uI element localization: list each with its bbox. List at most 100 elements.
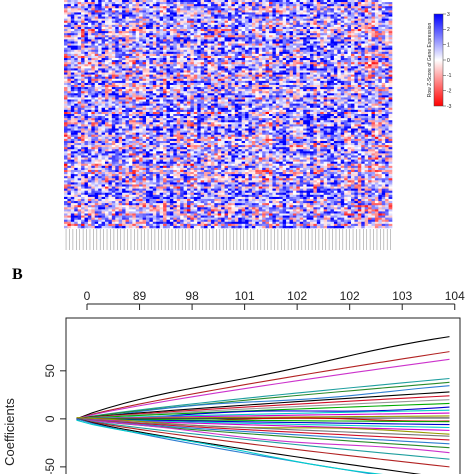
heatmap-cell bbox=[173, 45, 178, 48]
heatmap-cell bbox=[197, 78, 201, 82]
heatmap-cell bbox=[118, 6, 123, 9]
heatmap-cell bbox=[381, 68, 386, 71]
heatmap-cell bbox=[234, 93, 239, 96]
heatmap-cell bbox=[306, 60, 311, 63]
heatmap-cell bbox=[378, 16, 383, 19]
heatmap-cell bbox=[251, 41, 256, 44]
heatmap-cell bbox=[217, 99, 222, 102]
heatmap-cell bbox=[84, 84, 89, 88]
heatmap-cell bbox=[286, 24, 290, 28]
heatmap-cell bbox=[156, 97, 160, 100]
heatmap-cell bbox=[108, 101, 113, 104]
heatmap-cell bbox=[320, 97, 324, 100]
heatmap-cell bbox=[108, 62, 113, 65]
heatmap-cell bbox=[152, 66, 157, 69]
heatmap-cell bbox=[210, 20, 215, 24]
heatmap-cell bbox=[105, 76, 109, 80]
heatmap-cell bbox=[272, 10, 277, 13]
heatmap-cell bbox=[303, 64, 307, 67]
heatmap-cell bbox=[269, 66, 273, 69]
heatmap-cell bbox=[361, 55, 365, 59]
heatmap-cell bbox=[289, 12, 294, 15]
heatmap-cell bbox=[146, 93, 150, 96]
heatmap-cell bbox=[118, 35, 123, 38]
heatmap-cell bbox=[316, 51, 321, 55]
heatmap-cell bbox=[156, 105, 160, 109]
heatmap-cell bbox=[128, 41, 133, 44]
heatmap-cell bbox=[248, 33, 253, 36]
heatmap-cell bbox=[183, 53, 188, 57]
heatmap-cell bbox=[258, 41, 263, 44]
heatmap-cell bbox=[292, 49, 297, 53]
heatmap-cell bbox=[146, 95, 150, 98]
heatmap-cell bbox=[374, 60, 379, 63]
heatmap-cell bbox=[200, 80, 205, 84]
heatmap-cell bbox=[378, 82, 383, 86]
heatmap-cell bbox=[132, 31, 137, 34]
heatmap-cell bbox=[258, 0, 263, 3]
heatmap-cell bbox=[224, 10, 229, 13]
heatmap-cell bbox=[183, 12, 188, 15]
heatmap-cell bbox=[228, 60, 232, 63]
heatmap-cell bbox=[248, 62, 253, 65]
heatmap-cell bbox=[142, 68, 147, 71]
heatmap-cell bbox=[316, 91, 321, 94]
heatmap-cell bbox=[238, 37, 242, 40]
heatmap-cell bbox=[77, 84, 82, 88]
heatmap-cell bbox=[330, 49, 335, 53]
heatmap-cell bbox=[169, 0, 174, 3]
heatmap-cell bbox=[84, 58, 89, 61]
heatmap-cell bbox=[156, 89, 160, 92]
heatmap-cell bbox=[234, 39, 239, 42]
heatmap-cell bbox=[378, 66, 383, 69]
heatmap-cell bbox=[323, 14, 328, 17]
heatmap-cell bbox=[108, 39, 113, 42]
heatmap-cell bbox=[234, 41, 239, 44]
heatmap-cell bbox=[193, 49, 198, 53]
heatmap-cell bbox=[210, 97, 215, 100]
heatmap-cell bbox=[74, 45, 78, 48]
heatmap-cell bbox=[98, 0, 102, 3]
heatmap-cell bbox=[330, 51, 335, 55]
heatmap-cell bbox=[64, 80, 68, 84]
heatmap-cell bbox=[286, 80, 290, 84]
heatmap-cell bbox=[187, 51, 191, 55]
heatmap-cell bbox=[156, 41, 160, 44]
heatmap-cell bbox=[238, 18, 242, 22]
heatmap-cell bbox=[299, 74, 304, 77]
heatmap-cell bbox=[234, 37, 239, 40]
heatmap-cell bbox=[299, 26, 304, 30]
heatmap-cell bbox=[84, 12, 89, 15]
heatmap-cell bbox=[310, 87, 314, 90]
heatmap-cell bbox=[286, 18, 290, 22]
heatmap-cell bbox=[282, 47, 287, 51]
heatmap-cell bbox=[94, 49, 99, 53]
heatmap-cell bbox=[146, 22, 150, 26]
heatmap-cell bbox=[115, 55, 119, 59]
heatmap-cell bbox=[139, 20, 143, 24]
heatmap-cell bbox=[200, 58, 205, 61]
heatmap-cell bbox=[299, 91, 304, 94]
heatmap-cell bbox=[388, 53, 393, 57]
heatmap-cell bbox=[135, 78, 140, 82]
heatmap-cell bbox=[299, 20, 304, 24]
heatmap-cell bbox=[210, 14, 215, 17]
heatmap-cell bbox=[115, 26, 119, 30]
heatmap-cell bbox=[101, 66, 106, 69]
heatmap-cell bbox=[146, 10, 150, 13]
heatmap-cell bbox=[101, 80, 106, 84]
heatmap-cell bbox=[70, 70, 75, 73]
heatmap-cell bbox=[245, 45, 249, 48]
heatmap-cell bbox=[378, 14, 383, 17]
heatmap-cell bbox=[313, 74, 318, 77]
heatmap-cell bbox=[214, 12, 219, 15]
heatmap-cell bbox=[214, 16, 219, 19]
heatmap-cell bbox=[275, 10, 280, 13]
heatmap-cell bbox=[98, 87, 102, 90]
heatmap-cell bbox=[98, 93, 102, 96]
heatmap-cell bbox=[357, 53, 362, 57]
heatmap-cell bbox=[180, 103, 184, 107]
heatmap-cell bbox=[354, 91, 359, 94]
heatmap-cell bbox=[152, 53, 157, 57]
heatmap-cell bbox=[344, 87, 348, 90]
